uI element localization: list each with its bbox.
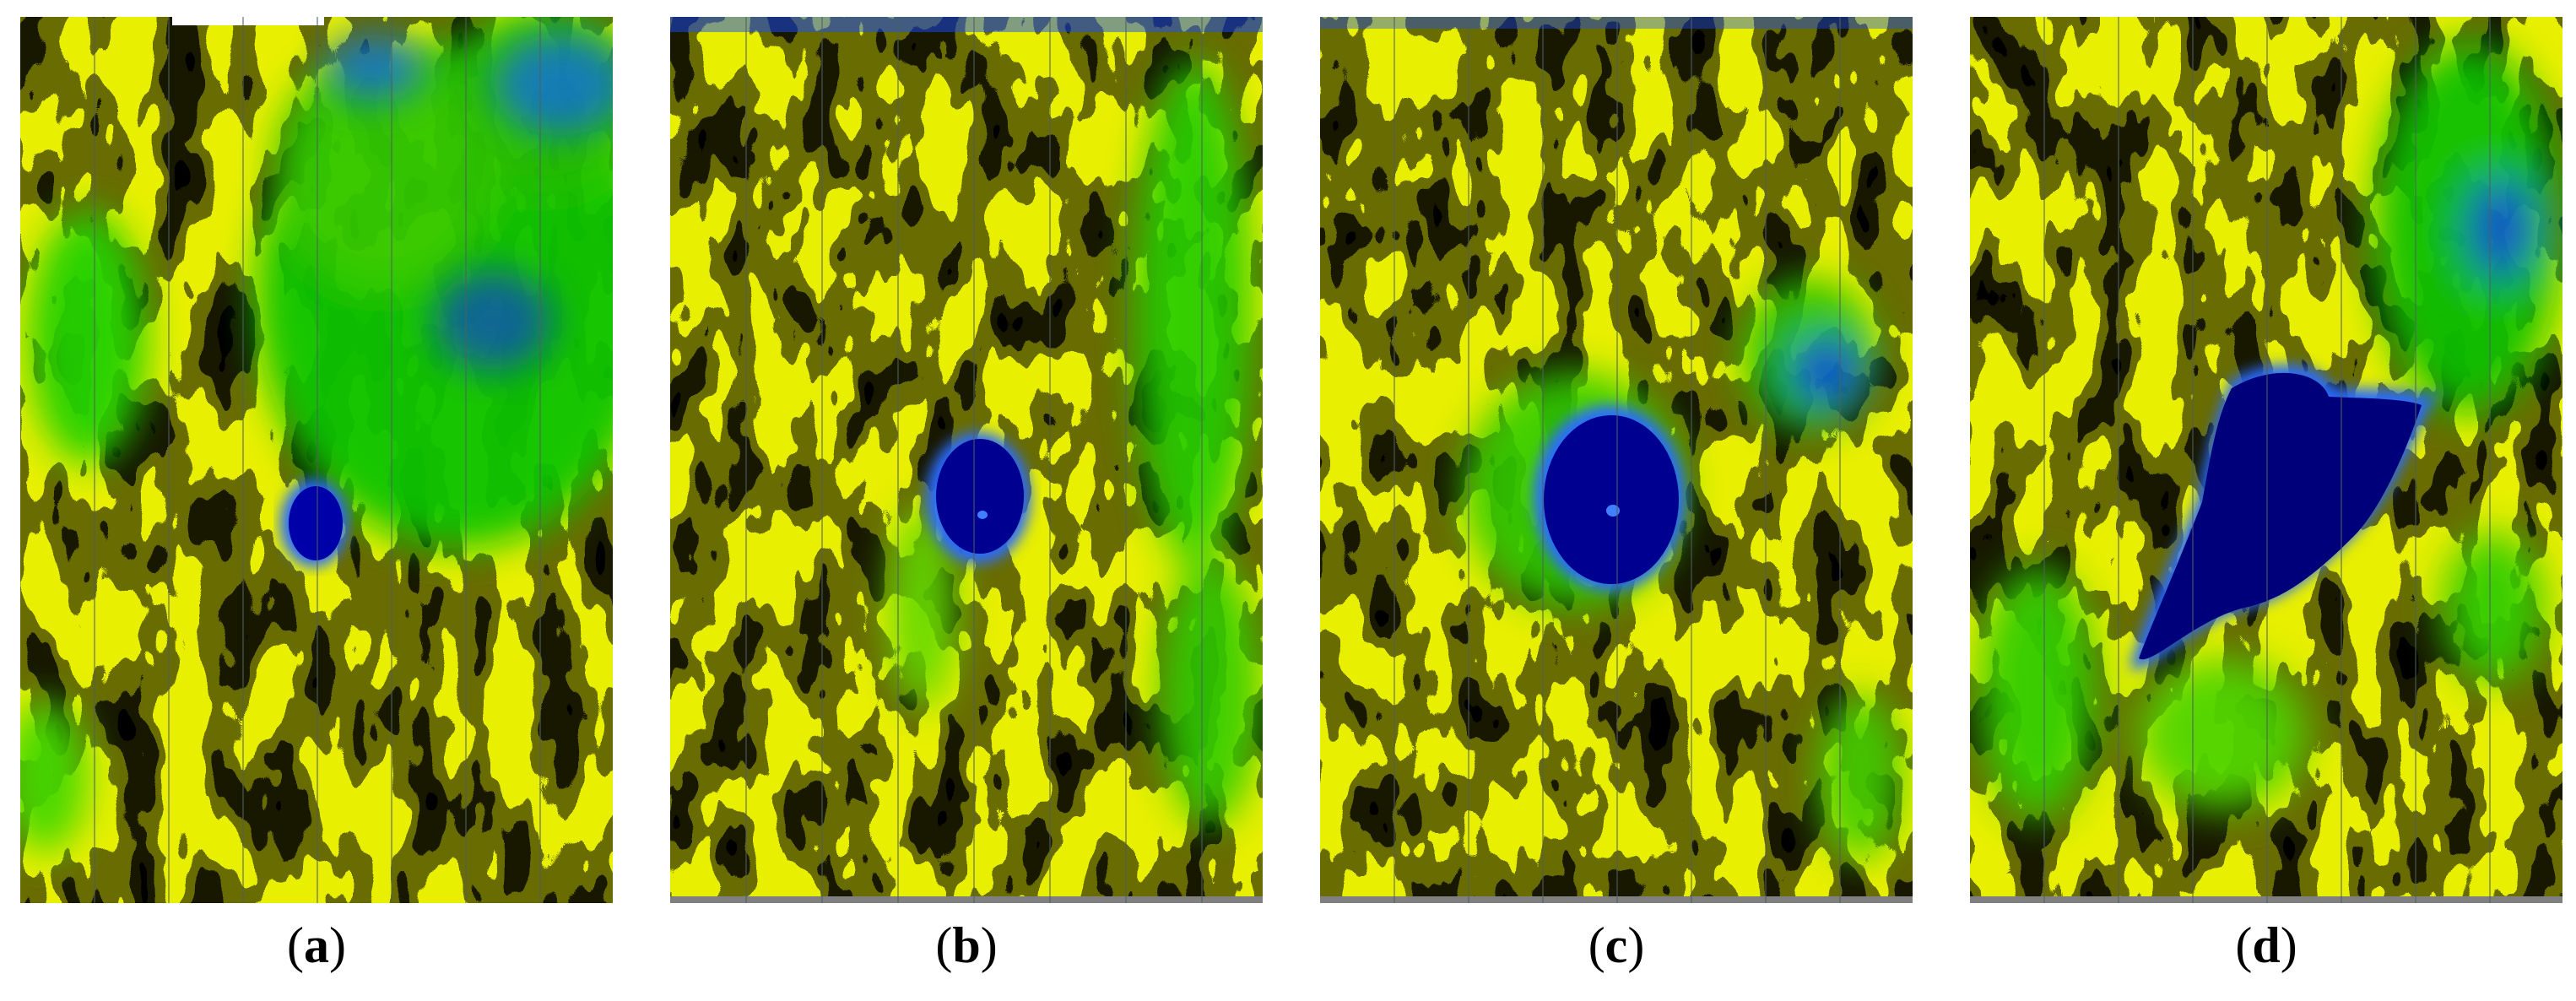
panel-label-d: d	[2252, 917, 2281, 973]
heatmap-image-a	[20, 17, 613, 903]
heatmap-image-d	[1970, 17, 2562, 903]
panel-label-a: a	[304, 917, 329, 973]
heatmap-image-c	[1320, 17, 1913, 903]
panel-caption-d: (d)	[2235, 917, 2297, 973]
heatmap-panel-d	[1970, 17, 2562, 903]
heatmap-panel-b	[670, 17, 1263, 903]
panel-caption-c: (c)	[1588, 917, 1645, 973]
heatmap-panel-a	[20, 17, 613, 903]
heatmap-image-b	[670, 17, 1263, 903]
panel-label-b: b	[952, 917, 981, 973]
panel-caption-a: (a)	[287, 917, 346, 973]
panel-caption-b: (b)	[935, 917, 998, 973]
panel-label-c: c	[1605, 917, 1628, 973]
heatmap-panel-c	[1320, 17, 1913, 903]
